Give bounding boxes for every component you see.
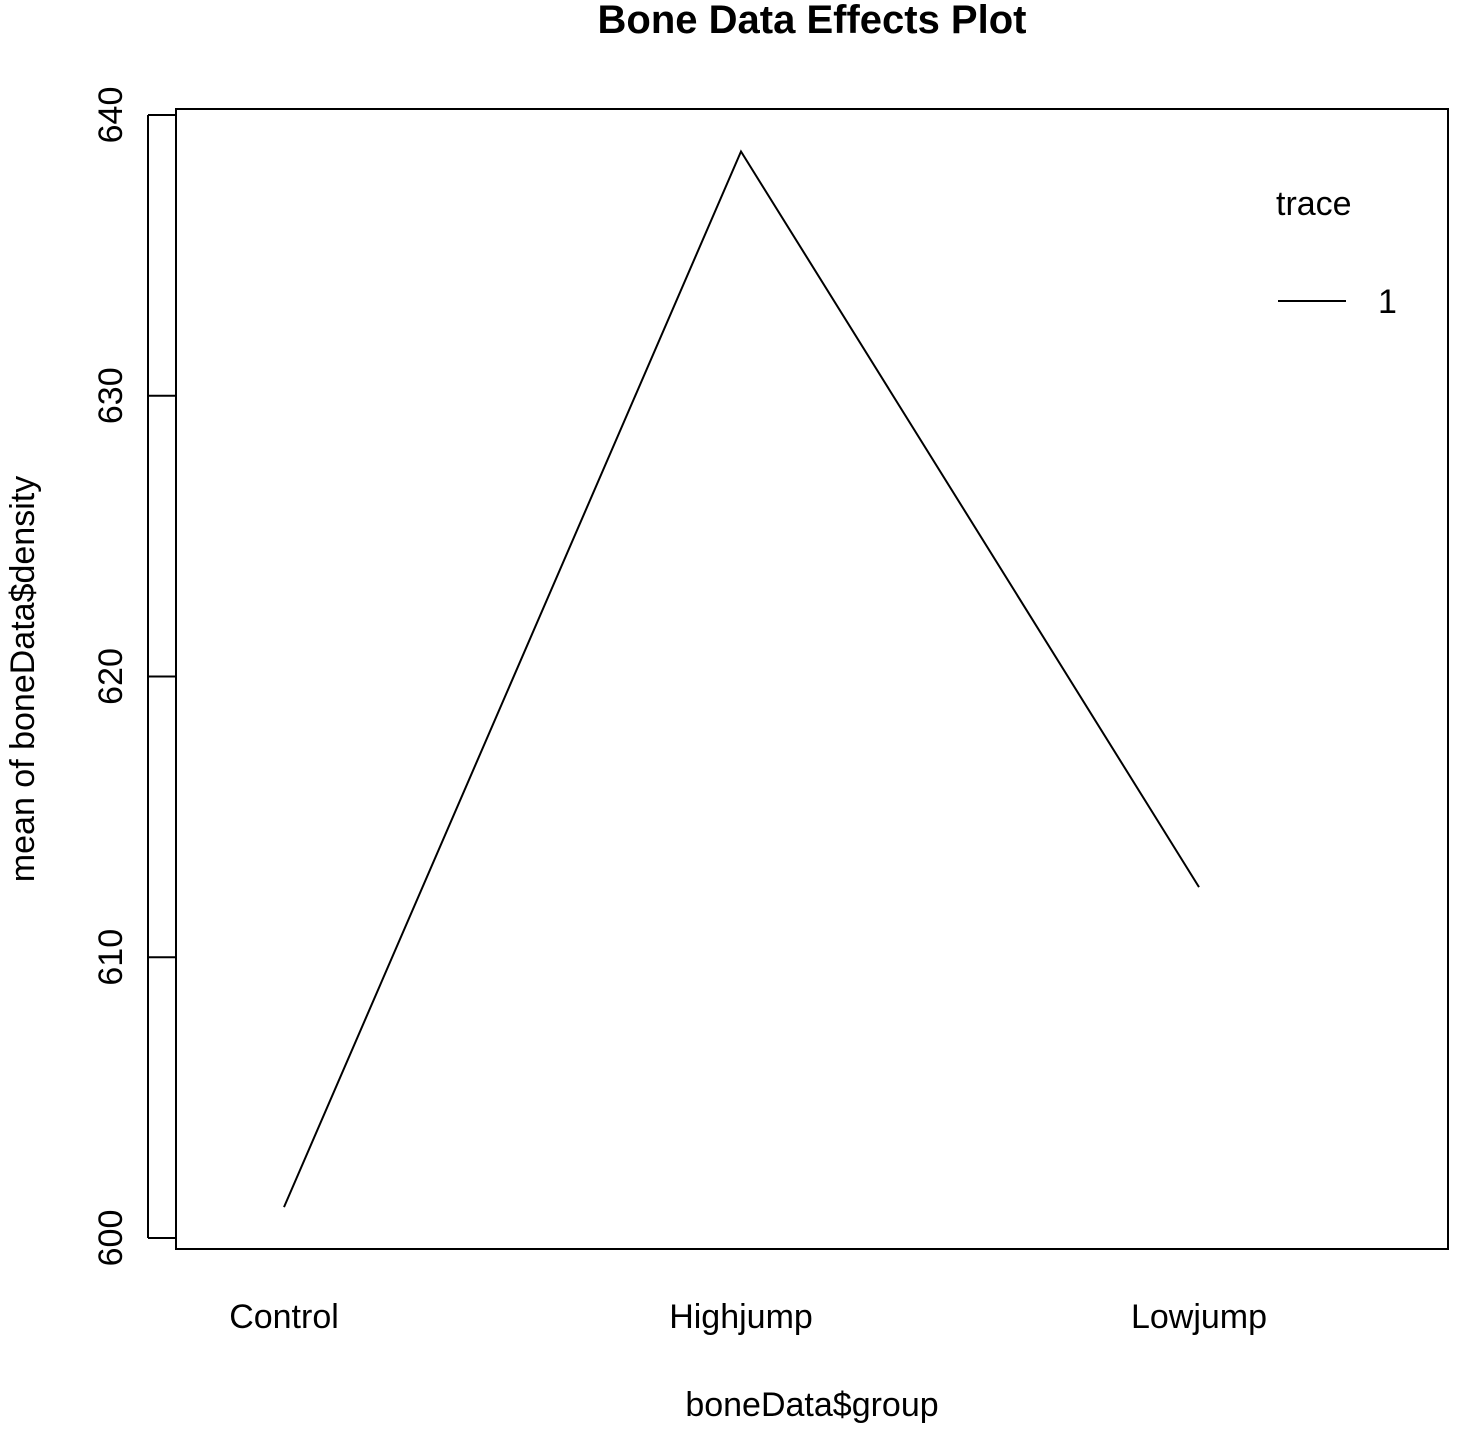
series-lines: [283, 149, 1200, 1208]
y-tick-label: 640: [92, 87, 130, 144]
x-tick-label: Highjump: [669, 1298, 813, 1336]
y-tick-label: 600: [92, 1210, 130, 1267]
x-axis: Control Highjump Lowjump: [229, 1298, 1267, 1336]
y-tick-label: 610: [92, 929, 130, 986]
plot-area-frame: [175, 108, 1449, 1250]
legend-title: trace: [1276, 185, 1352, 223]
chart-title: Bone Data Effects Plot: [598, 0, 1027, 42]
x-tick-label: Lowjump: [1131, 1298, 1267, 1336]
y-axis-label: mean of boneData$density: [4, 476, 42, 882]
y-tick-label: 620: [92, 648, 130, 705]
legend-entry-1: 1: [1378, 283, 1397, 321]
x-axis-label: boneData$group: [685, 1386, 938, 1424]
legend: trace 1: [1276, 185, 1397, 321]
series-line-1: [283, 149, 1200, 1208]
y-tick-label: 630: [92, 367, 130, 424]
x-tick-label: Control: [229, 1298, 339, 1336]
y-axis: 600 610 620 630 640: [92, 87, 176, 1267]
